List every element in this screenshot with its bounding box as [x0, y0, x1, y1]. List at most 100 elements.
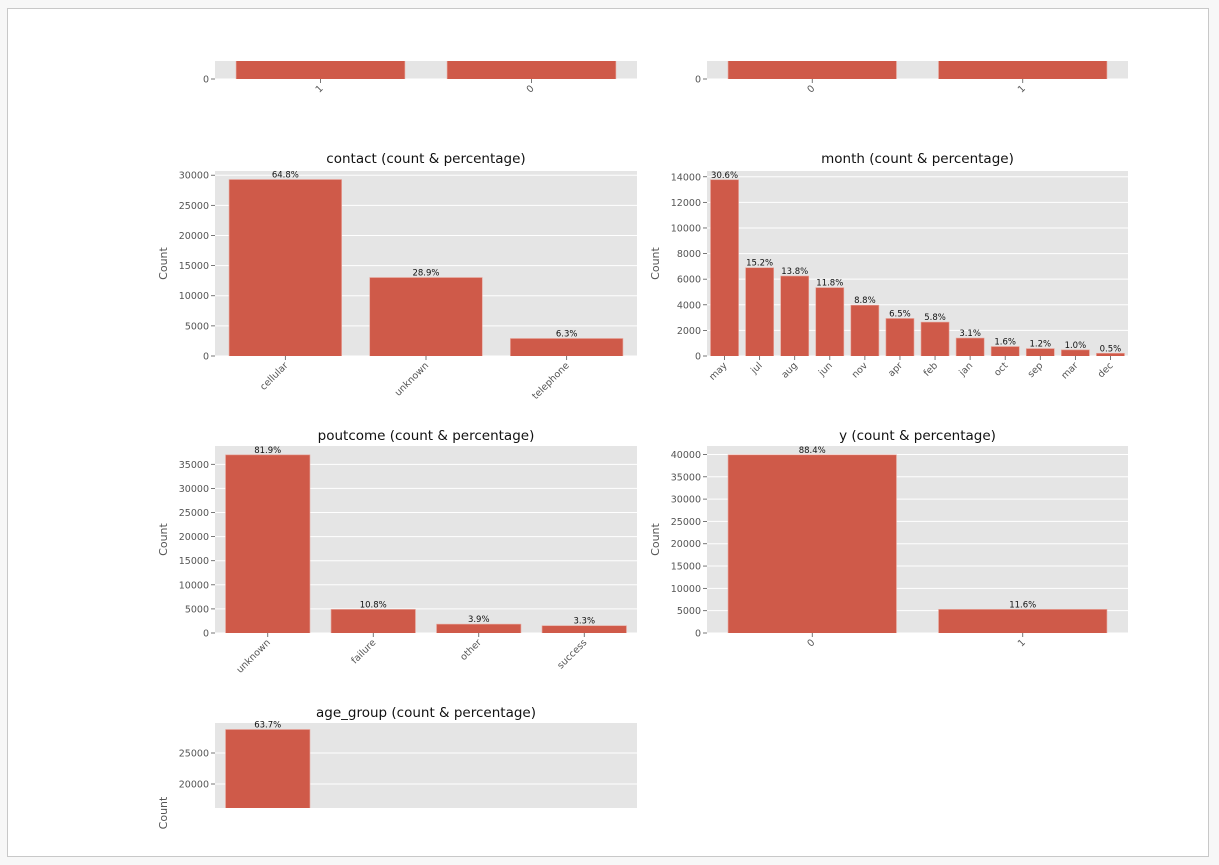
y-tick-label: 10000 [179, 291, 209, 302]
bar-percent-label: 88.4% [799, 446, 826, 456]
y-tick-label: 5000 [185, 604, 209, 615]
y-tick-label: 20000 [179, 532, 209, 543]
chart-age-group: 20000 25000 age_group (count & percentage)… [157, 705, 637, 829]
y-tick-label: 10000 [671, 584, 701, 595]
bar-percent-label: 3.9% [468, 615, 490, 625]
x-tick-label: 1 [314, 83, 326, 95]
x-tick-label: nov [850, 360, 870, 380]
y-tick-label: 0 [695, 75, 701, 86]
y-tick-label: 5000 [677, 606, 701, 617]
chart-contact: 0 5000 10000 15000 20000 25000 30000 contact (c… [157, 151, 637, 402]
x-tick-label: 1 [1016, 83, 1028, 95]
bar [1061, 349, 1090, 356]
chart-top-right: 0 0 1 [695, 61, 1128, 95]
bar [955, 337, 985, 356]
bar [235, 61, 406, 79]
bar-percent-label: 6.3% [556, 329, 578, 339]
bar-percent-label: 1.0% [1065, 341, 1087, 351]
chart-y: 0 5000 10000 15000 20000 25000 30000 35000 40000… [649, 428, 1128, 649]
bar [938, 609, 1108, 633]
bar [780, 275, 810, 356]
bar [727, 61, 897, 79]
y-tick-label: 15000 [671, 562, 701, 573]
y-tick-label: 30000 [671, 495, 701, 506]
x-tick-label: jul [748, 360, 764, 376]
y-tick-label: 10000 [179, 580, 209, 591]
x-tick-label: feb [922, 360, 941, 379]
bar [815, 287, 845, 356]
y-axis-label: Count [157, 796, 170, 829]
bar [436, 623, 522, 633]
x-tick-label: 1 [1016, 637, 1028, 649]
x-tick-label: cellular [258, 360, 290, 392]
x-tick-label: unknown [393, 360, 431, 398]
bar-percent-label: 1.6% [994, 338, 1016, 348]
bar-percent-label: 64.8% [272, 171, 299, 181]
bar [446, 61, 617, 79]
bar [330, 609, 416, 633]
y-tick-label: 20000 [179, 780, 209, 791]
y-tick-label: 0 [203, 75, 209, 86]
bar-percent-label: 3.3% [573, 617, 595, 627]
y-tick-label: 5000 [185, 321, 209, 332]
y-axis-label: Count [649, 522, 662, 555]
bar-percent-label: 15.2% [746, 259, 773, 269]
bar-percent-label: 81.9% [254, 446, 281, 456]
bar-percent-label: 11.8% [816, 279, 843, 289]
y-tick-label: 8000 [677, 249, 701, 260]
bar [225, 454, 311, 633]
bar [990, 346, 1020, 356]
bar [1096, 352, 1125, 356]
y-tick-label: 20000 [671, 539, 701, 550]
y-tick-label: 0 [695, 629, 701, 640]
y-tick-label: 15000 [179, 556, 209, 567]
bar [228, 179, 342, 356]
bar-percent-label: 10.8% [360, 600, 387, 610]
x-tick-label: apr [886, 360, 905, 379]
y-tick-label: 10000 [671, 223, 701, 234]
bar [369, 277, 483, 356]
chart-title: y (count & percentage) [839, 428, 996, 444]
x-tick-label: jan [957, 360, 976, 379]
bar [510, 338, 624, 356]
y-tick-label: 4000 [677, 300, 701, 311]
bar [710, 179, 739, 356]
bar [225, 729, 311, 808]
x-tick-label: may [707, 360, 730, 383]
x-tick-label: dec [1096, 360, 1116, 380]
bar [541, 625, 627, 633]
bar-percent-label: 0.5% [1100, 344, 1122, 354]
chart-poutcome: 0 5000 10000 15000 20000 25000 30000 35000 poutc… [157, 428, 637, 676]
chart-title: poutcome (count & percentage) [318, 428, 535, 444]
y-tick-label: 2000 [677, 326, 701, 337]
y-tick-label: 12000 [671, 198, 701, 209]
bar-percent-label: 6.5% [889, 309, 911, 319]
bar-percent-label: 13.8% [781, 267, 808, 277]
y-axis-label: Count [157, 522, 170, 555]
bar-percent-label: 63.7% [254, 721, 281, 731]
y-tick-label: 30000 [179, 484, 209, 495]
bar-percent-label: 28.9% [412, 269, 439, 279]
y-tick-label: 0 [203, 629, 209, 640]
bar [920, 321, 950, 356]
y-axis-label: Count [649, 246, 662, 279]
bar [745, 267, 774, 356]
chart-month: 0 2000 4000 6000 8000 10000 12000 14000 month (c… [649, 151, 1128, 383]
bar [850, 304, 880, 356]
y-tick-label: 6000 [677, 275, 701, 286]
y-tick-label: 25000 [179, 201, 209, 212]
y-tick-label: 15000 [179, 261, 209, 272]
charts-figure: 01 000 1050001000015000200002500030000cont… [157, 61, 1128, 829]
y-tick-label: 35000 [671, 472, 701, 483]
x-tick-label: aug [779, 360, 799, 380]
bar-percent-label: 5.8% [924, 313, 946, 323]
y-tick-label: 25000 [671, 517, 701, 528]
y-tick-label: 14000 [671, 172, 701, 183]
y-tick-label: 0 [203, 352, 209, 363]
bar [938, 61, 1108, 79]
bar-percent-label: 30.6% [711, 171, 738, 181]
chart-top-left: 0 1 0 [203, 61, 637, 95]
x-tick-label: oct [992, 360, 1010, 378]
y-tick-label: 25000 [179, 508, 209, 519]
bar-percent-label: 3.1% [959, 329, 981, 339]
